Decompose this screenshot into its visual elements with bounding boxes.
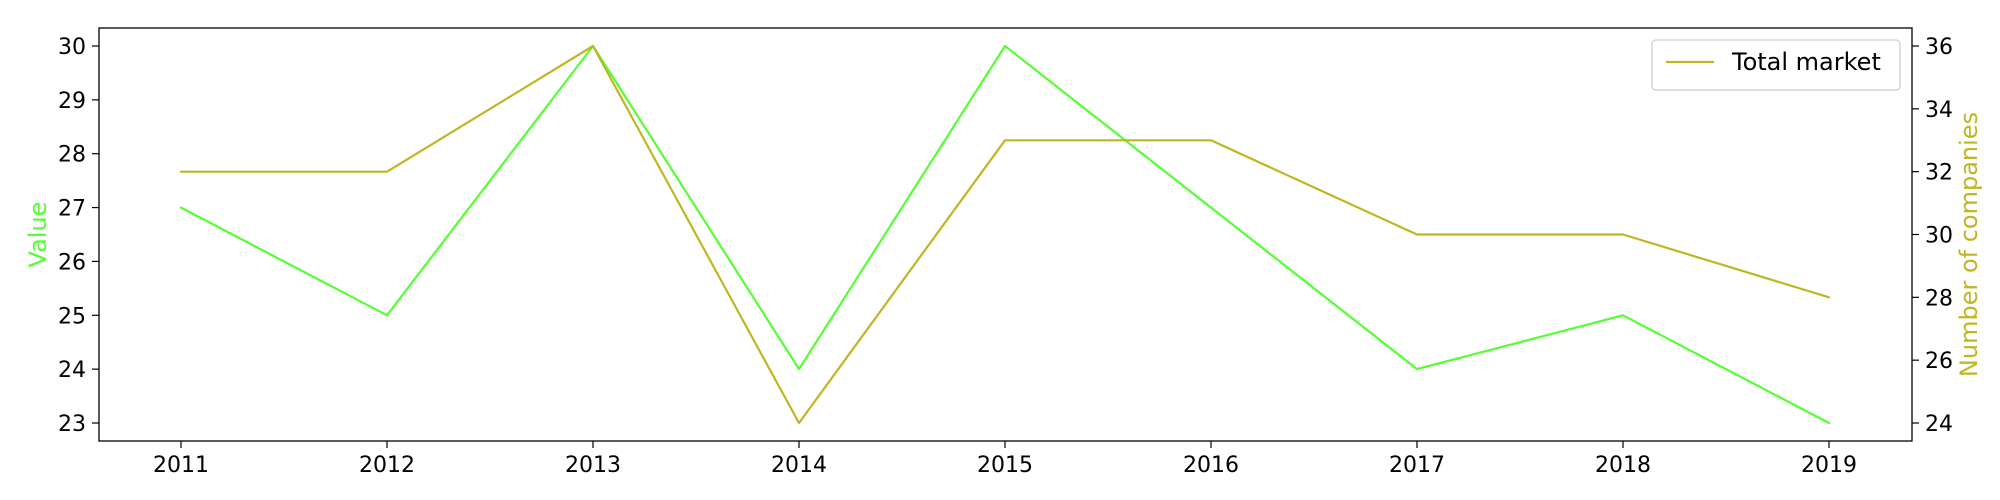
- y2-tick-label: 36: [1925, 35, 1953, 60]
- x-tick-label: 2011: [153, 453, 209, 478]
- x-tick-label: 2013: [565, 453, 621, 478]
- y-tick-label: 28: [58, 143, 86, 168]
- x-tick-label: 2017: [1389, 453, 1445, 478]
- y-tick-label: 27: [58, 197, 86, 222]
- y-axis-title: Value: [24, 202, 52, 268]
- y2-tick-label: 24: [1925, 412, 1953, 437]
- x-tick-label: 2015: [977, 453, 1033, 478]
- y-tick-label: 29: [58, 89, 86, 114]
- y-tick-label: 30: [58, 35, 86, 60]
- x-tick-label: 2014: [771, 453, 827, 478]
- x-tick-label: 2012: [359, 453, 415, 478]
- y-tick-label: 25: [58, 304, 86, 329]
- x-tick-label: 2019: [1801, 453, 1857, 478]
- y2-tick-label: 34: [1925, 98, 1953, 123]
- plot-frame: [98, 27, 1913, 442]
- y-tick-label: 24: [58, 358, 86, 383]
- y-tick-label: 23: [58, 412, 86, 437]
- y2-tick-label: 26: [1925, 349, 1953, 374]
- series-layer: [179, 44, 1831, 425]
- y2-tick-label: 32: [1925, 161, 1953, 186]
- y-axis-right: 24 26 28 30 32 34 36: [1912, 35, 1953, 437]
- y2-axis-title: Number of companies: [1955, 112, 1983, 377]
- x-axis: 2011 2012 2013 2014 2015 2016 2017 2018 2019: [153, 441, 1857, 478]
- y-tick-label: 26: [58, 250, 86, 275]
- legend-box: [1651, 39, 1901, 91]
- legend-label: Total market: [1731, 48, 1881, 76]
- x-tick-label: 2016: [1183, 453, 1239, 478]
- y2-tick-label: 30: [1925, 224, 1953, 249]
- series-line-0: [179, 44, 1831, 425]
- legend: Total market: [1651, 39, 1901, 91]
- x-tick-label: 2018: [1595, 453, 1651, 478]
- series-line-1: [179, 44, 1831, 425]
- y2-tick-label: 28: [1925, 286, 1953, 311]
- y-axis-left: 23 24 25 26 27 28 29 30: [58, 35, 99, 437]
